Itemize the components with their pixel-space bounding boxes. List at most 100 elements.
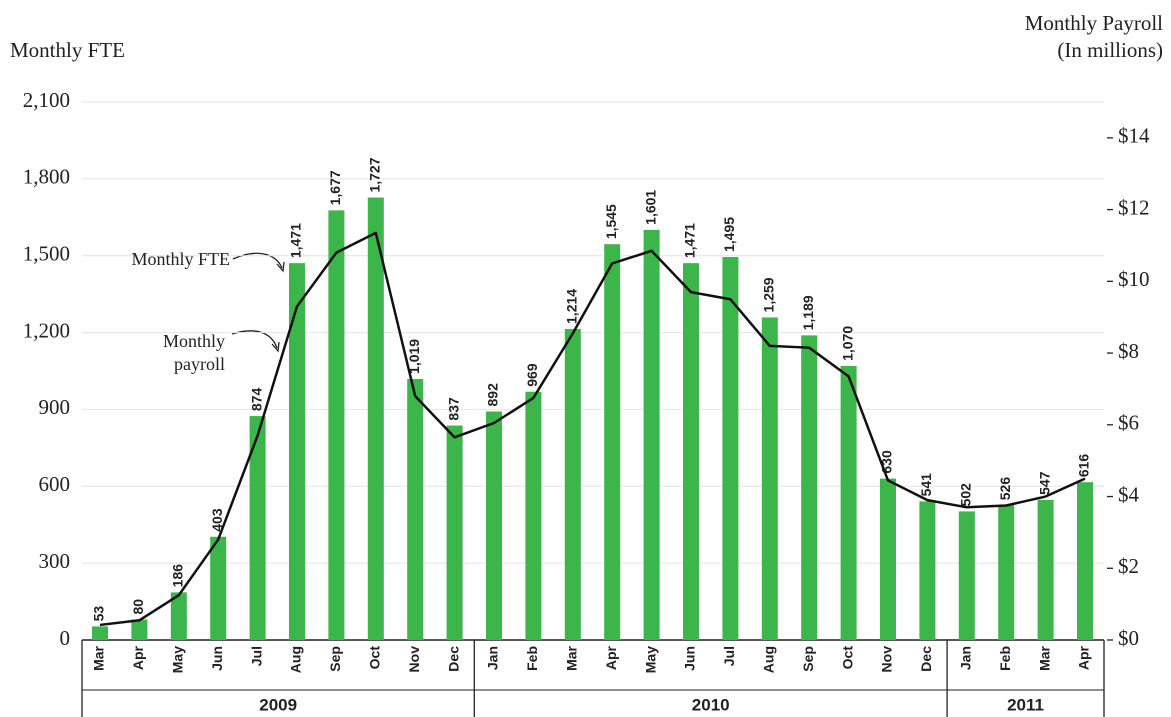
y2-tick-label: $14 [1118, 124, 1150, 148]
bar [249, 416, 266, 640]
y2-tick-label: $10 [1118, 267, 1150, 291]
value-label: 837 [445, 397, 461, 421]
value-label: 1,259 [761, 277, 777, 312]
year-label: 2010 [692, 695, 730, 714]
annotation-arrow [232, 252, 283, 269]
x-tick-label: Oct [367, 646, 383, 670]
bar [958, 511, 975, 640]
bar [407, 378, 424, 640]
value-label: 502 [958, 483, 974, 507]
value-label: 969 [524, 363, 540, 387]
y-tick-label: 600 [39, 472, 71, 496]
value-label: 1,601 [642, 190, 658, 225]
bar [683, 263, 699, 640]
y2-tick-label: $2 [1118, 554, 1139, 578]
bar [92, 626, 108, 640]
value-label: 1,495 [721, 217, 737, 252]
bar [604, 244, 621, 640]
x-tick-label: Jun [209, 646, 225, 671]
annotation-arrow [276, 261, 285, 273]
y-tick-label: 300 [39, 549, 71, 573]
y-tick-label: 0 [60, 626, 71, 650]
x-tick-label: Apr [130, 645, 146, 670]
value-label: 616 [1076, 454, 1092, 478]
x-tick-label: Aug [288, 646, 304, 673]
x-tick-label: Apr [603, 645, 619, 670]
value-label: 186 [170, 564, 186, 588]
y-tick-label: 900 [39, 395, 71, 419]
year-label: 2011 [1007, 695, 1044, 714]
x-tick-label: Aug [761, 646, 777, 673]
x-tick-label: Jul [721, 646, 737, 666]
bar [289, 263, 305, 640]
y-tick-label: 1,500 [23, 242, 70, 266]
bar [840, 365, 857, 640]
value-label: 1,214 [564, 289, 580, 324]
bar [525, 391, 542, 640]
value-label: 1,070 [839, 326, 855, 361]
annotation-arrow [231, 330, 278, 349]
value-label: 1,727 [367, 157, 383, 192]
x-tick-label: Jul [248, 646, 264, 666]
x-tick-label: Oct [839, 646, 855, 670]
value-label: 526 [997, 477, 1013, 501]
payroll-line [99, 231, 1086, 627]
bar [643, 229, 660, 640]
y2-tick-label: $8 [1118, 339, 1139, 363]
y2-tick-label: $12 [1118, 195, 1150, 219]
bar [998, 505, 1015, 640]
x-tick-label: Jan [958, 646, 974, 670]
y-tick-label: 1,800 [23, 165, 70, 189]
value-label: 874 [248, 388, 264, 412]
y2-axis-title: Monthly Payroll [1025, 11, 1163, 35]
bar [486, 411, 502, 640]
x-tick-label: Mar [91, 645, 107, 670]
value-label: 1,677 [327, 170, 343, 205]
bar [564, 328, 581, 640]
year-label: 2009 [259, 695, 297, 714]
x-tick-label: Jan [485, 646, 501, 670]
x-tick-label: May [642, 646, 658, 673]
y-tick-label: 2,100 [23, 88, 70, 112]
annotation: Monthly payroll [163, 331, 225, 374]
bar [1037, 499, 1054, 640]
x-tick-label: Sep [327, 646, 343, 672]
y-tick-label: 1,200 [23, 318, 70, 342]
value-label: 1,545 [603, 204, 619, 239]
x-tick-label: Nov [879, 646, 895, 673]
x-tick-label: Sep [800, 646, 816, 672]
x-tick-label: May [170, 646, 186, 673]
value-label: 1,019 [406, 339, 422, 374]
bar [328, 210, 345, 640]
value-label: 403 [209, 508, 225, 532]
annotation-arrow [271, 341, 280, 353]
bar [1077, 482, 1093, 640]
annotation: Monthly FTE [131, 249, 230, 269]
bar [880, 478, 896, 640]
value-label: 541 [918, 473, 934, 497]
bar [367, 197, 384, 640]
y-axis-title: Monthly FTE [10, 38, 125, 62]
value-label: 80 [130, 599, 146, 615]
bar [801, 335, 818, 640]
bar [919, 501, 936, 640]
x-tick-label: Dec [918, 646, 934, 672]
x-tick-label: Jun [682, 646, 698, 671]
bar [131, 619, 148, 640]
value-label: 1,471 [288, 223, 304, 258]
y2-axis-title: (In millions) [1057, 38, 1163, 62]
y2-tick-label: $6 [1118, 411, 1139, 435]
x-tick-label: Mar [564, 645, 580, 670]
bar [761, 317, 778, 640]
x-tick-label: Apr [1076, 645, 1092, 670]
y2-tick-label: $4 [1118, 482, 1140, 506]
y2-tick-label: $0 [1118, 626, 1139, 650]
value-label: 53 [91, 606, 107, 622]
x-tick-label: Mar [1036, 645, 1052, 670]
bar [446, 425, 463, 640]
bar [210, 536, 227, 640]
value-label: 1,189 [800, 295, 816, 330]
x-tick-label: Nov [406, 646, 422, 673]
bar [722, 256, 739, 640]
